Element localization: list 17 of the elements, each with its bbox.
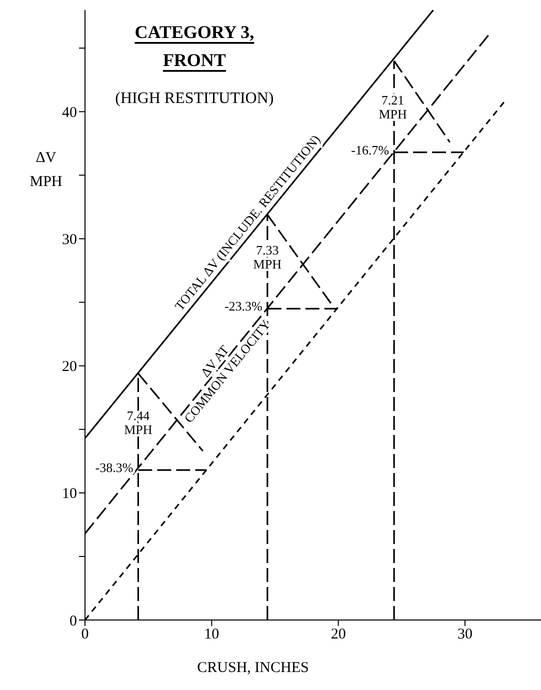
text: CATEGORY 3, FRONT bbox=[134, 22, 254, 70]
y-tick-label: 30 bbox=[62, 232, 77, 248]
x-tick-label: 10 bbox=[204, 626, 220, 643]
annotation: -16.7% bbox=[351, 142, 390, 157]
y-tick-label: 0 bbox=[70, 613, 77, 630]
y-tick-label: 10 bbox=[62, 486, 77, 502]
annotation: -38.3% bbox=[95, 460, 134, 475]
annotation: -23.3% bbox=[224, 298, 263, 314]
text: (HIGH RESTITUTION) bbox=[115, 90, 274, 106]
x-tick-label: 20 bbox=[330, 626, 346, 643]
annotation: 7.44 MPH bbox=[124, 407, 152, 436]
x-tick-label: 30 bbox=[458, 626, 472, 643]
x-tick-label: 0 bbox=[81, 626, 89, 643]
x-axis-title: CRUSH, INCHES bbox=[197, 660, 309, 676]
y-tick-label: 40 bbox=[62, 104, 77, 121]
y-tick-label: 20 bbox=[62, 359, 77, 376]
y-axis-title: ΔV MPH bbox=[30, 150, 62, 190]
